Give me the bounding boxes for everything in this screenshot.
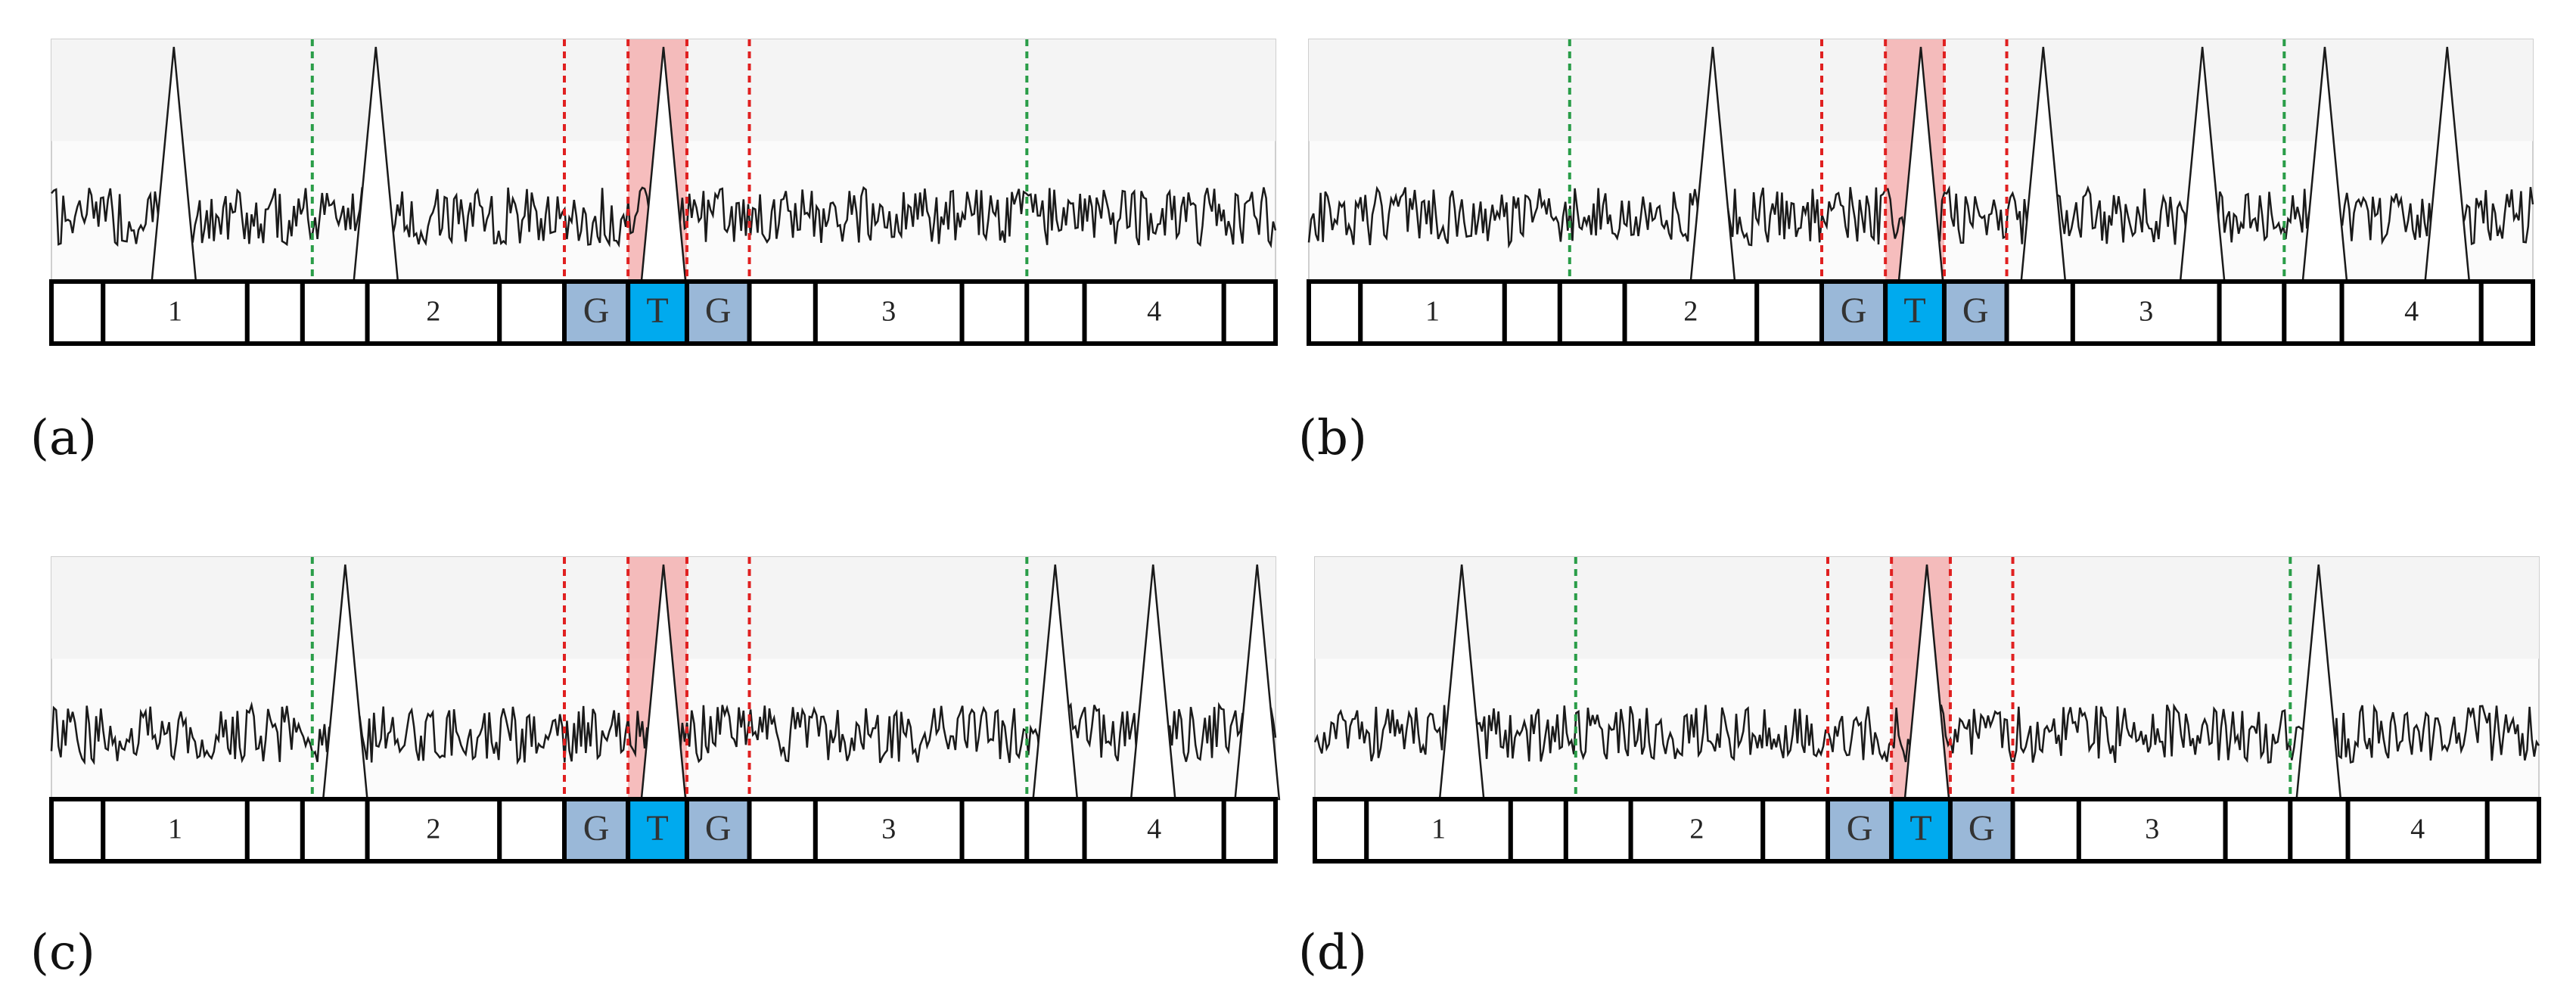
- panel-label: (d): [1298, 925, 1367, 981]
- strip-cell: [244, 279, 305, 346]
- base-3: G: [705, 808, 732, 848]
- strip-cell: [2282, 279, 2345, 346]
- strip-cell: [1557, 279, 1627, 346]
- base-3: G: [1962, 291, 1989, 331]
- strip-cell: [562, 797, 631, 864]
- base-3: G: [705, 291, 732, 331]
- strip-cell: [2010, 797, 2081, 864]
- base-1: G: [1847, 808, 1873, 848]
- strip-cell: [1024, 279, 1087, 346]
- strip-cell: [2223, 797, 2293, 864]
- strip-cell: [1508, 797, 1568, 864]
- strip-cell: [1819, 279, 1888, 346]
- strip-cell: [1947, 797, 2015, 864]
- base-3: G: [1969, 808, 1995, 848]
- strip-cell: [684, 797, 752, 864]
- segment-label-4: 4: [2404, 296, 2419, 328]
- segment-label-4: 4: [1147, 814, 1161, 845]
- strip-cell: [1082, 797, 1226, 864]
- strip-cell: [1941, 279, 2009, 346]
- panel-a: 1 2 G T G 3 4 (a): [30, 39, 1279, 466]
- base-2: T: [646, 808, 668, 848]
- strip-cell: [497, 797, 567, 864]
- segment-label-2: 2: [1683, 296, 1698, 328]
- base-2: T: [1909, 808, 1931, 848]
- strip-cell: [1358, 279, 1507, 346]
- strip-cell: [365, 279, 502, 346]
- segment-label-3: 3: [2145, 814, 2159, 845]
- segment-label-3: 3: [2139, 296, 2153, 328]
- strip-cell: [1502, 279, 1562, 346]
- segment-label-1: 1: [1425, 296, 1440, 328]
- panel-label: (a): [30, 410, 97, 466]
- base-1: G: [1841, 291, 1867, 331]
- segment-label-1: 1: [1431, 814, 1446, 845]
- panel-b: 1 2 G T G 3 4 (b): [1298, 39, 2535, 466]
- panel-d: 1 2 G T G 3 4 (d): [1298, 556, 2541, 981]
- strip-cell: [2484, 797, 2541, 864]
- base-2: T: [1903, 291, 1925, 331]
- base-2: T: [646, 291, 668, 331]
- strip-cell: [1024, 797, 1087, 864]
- strip-cell: [1826, 797, 1894, 864]
- strip-cell: [300, 797, 370, 864]
- base-1: G: [583, 808, 610, 848]
- strip-cell: [1889, 797, 1953, 864]
- panel-label: (b): [1298, 410, 1367, 466]
- segment-label-1: 1: [168, 814, 182, 845]
- strip-cell: [747, 797, 818, 864]
- strip-cell: [1082, 279, 1226, 346]
- strip-cell: [49, 797, 106, 864]
- strip-cell: [959, 279, 1030, 346]
- strip-cell: [101, 797, 250, 864]
- strip-cell: [49, 279, 106, 346]
- strip-cell: [2288, 797, 2351, 864]
- strip-cell: [1307, 279, 1363, 346]
- strip-cell: [2004, 279, 2075, 346]
- strip-cell: [244, 797, 305, 864]
- segment-label-2: 2: [426, 814, 440, 845]
- strip-cell: [1622, 279, 1760, 346]
- strip-cell: [959, 797, 1030, 864]
- strip-cell: [1754, 279, 1825, 346]
- panel-label: (c): [30, 925, 95, 981]
- segment-label-2: 2: [426, 296, 440, 328]
- strip-cell: [1221, 279, 1279, 346]
- strip-cell: [1628, 797, 1766, 864]
- strip-cell: [1563, 797, 1633, 864]
- strip-cell: [747, 279, 818, 346]
- segment-label-3: 3: [881, 296, 896, 328]
- panel-c: 1 2 G T G 3 4 (c): [30, 556, 1281, 981]
- segment-label-3: 3: [881, 814, 896, 845]
- segment-label-1: 1: [168, 296, 182, 328]
- strip-cell: [2478, 279, 2535, 346]
- strip-cell: [626, 797, 689, 864]
- segment-label-2: 2: [1689, 814, 1704, 845]
- strip-cell: [300, 279, 370, 346]
- strip-cell: [497, 279, 567, 346]
- strip-cell: [1313, 797, 1369, 864]
- segment-label-4: 4: [2410, 814, 2425, 845]
- strip-cell: [2217, 279, 2287, 346]
- strip-cell: [1760, 797, 1831, 864]
- segment-label-4: 4: [1147, 296, 1161, 328]
- base-1: G: [583, 291, 610, 331]
- strip-cell: [2076, 797, 2228, 864]
- strip-cell: [813, 279, 965, 346]
- strip-cell: [1221, 797, 1279, 864]
- strip-cell: [2345, 797, 2490, 864]
